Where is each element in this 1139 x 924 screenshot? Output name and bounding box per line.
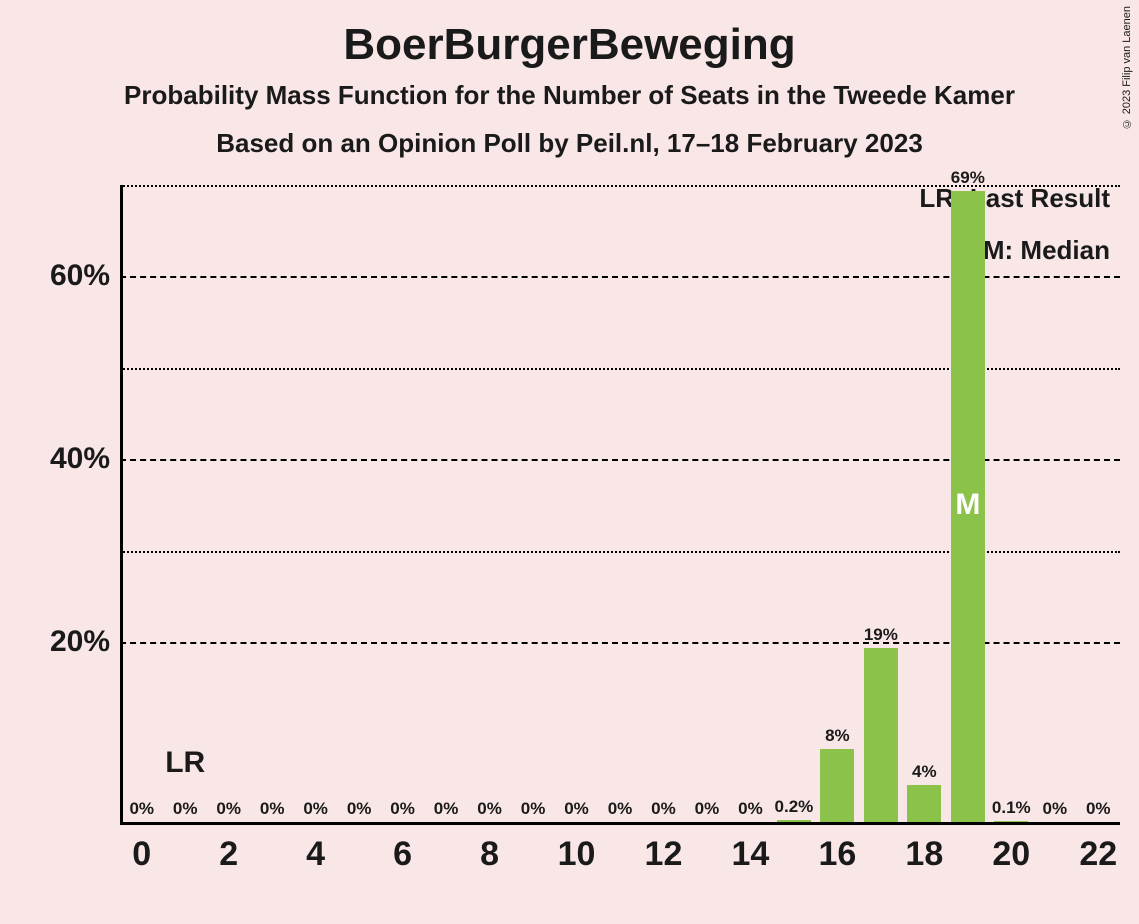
y-axis-label: 20% <box>10 625 110 659</box>
plot-area: LR: Last Result M: Median 20%40%60%02468… <box>120 185 1120 825</box>
chart-container: { "title": "BoerBurgerBeweging", "subtit… <box>0 0 1139 924</box>
x-axis-label: 22 <box>1058 835 1138 874</box>
chart-title: BoerBurgerBeweging <box>0 20 1139 70</box>
bar-value-label: 0% <box>1068 799 1128 819</box>
copyright-text: © 2023 Filip van Laenen <box>1121 6 1133 129</box>
x-axis-label: 4 <box>276 835 356 874</box>
bar-value-label: 69% <box>938 168 998 188</box>
bar <box>864 648 898 822</box>
bar <box>777 820 811 822</box>
x-axis-label: 12 <box>623 835 703 874</box>
bar-value-label: 4% <box>894 762 954 782</box>
x-axis-label: 18 <box>884 835 964 874</box>
y-axis <box>120 185 123 825</box>
x-axis-label: 8 <box>450 835 530 874</box>
y-axis-label: 40% <box>10 442 110 476</box>
bar-value-label: 0.2% <box>764 797 824 817</box>
bar-value-label: 8% <box>807 726 867 746</box>
bar <box>994 821 1028 822</box>
x-axis-label: 20 <box>971 835 1051 874</box>
lr-marker: LR <box>165 746 205 780</box>
legend-median: M: Median <box>983 235 1110 266</box>
x-axis-label: 2 <box>189 835 269 874</box>
chart-subtitle-1: Probability Mass Function for the Number… <box>0 80 1139 111</box>
x-axis-label: 0 <box>102 835 182 874</box>
chart-subtitle-2: Based on an Opinion Poll by Peil.nl, 17–… <box>0 128 1139 159</box>
x-axis-label: 6 <box>363 835 443 874</box>
x-axis-label: 14 <box>710 835 790 874</box>
x-axis <box>120 822 1120 825</box>
bar <box>907 785 941 822</box>
bar-value-label: 19% <box>851 625 911 645</box>
bar <box>820 749 854 822</box>
y-axis-label: 60% <box>10 259 110 293</box>
x-axis-label: 10 <box>537 835 617 874</box>
median-marker: M <box>955 488 980 522</box>
x-axis-label: 16 <box>797 835 877 874</box>
